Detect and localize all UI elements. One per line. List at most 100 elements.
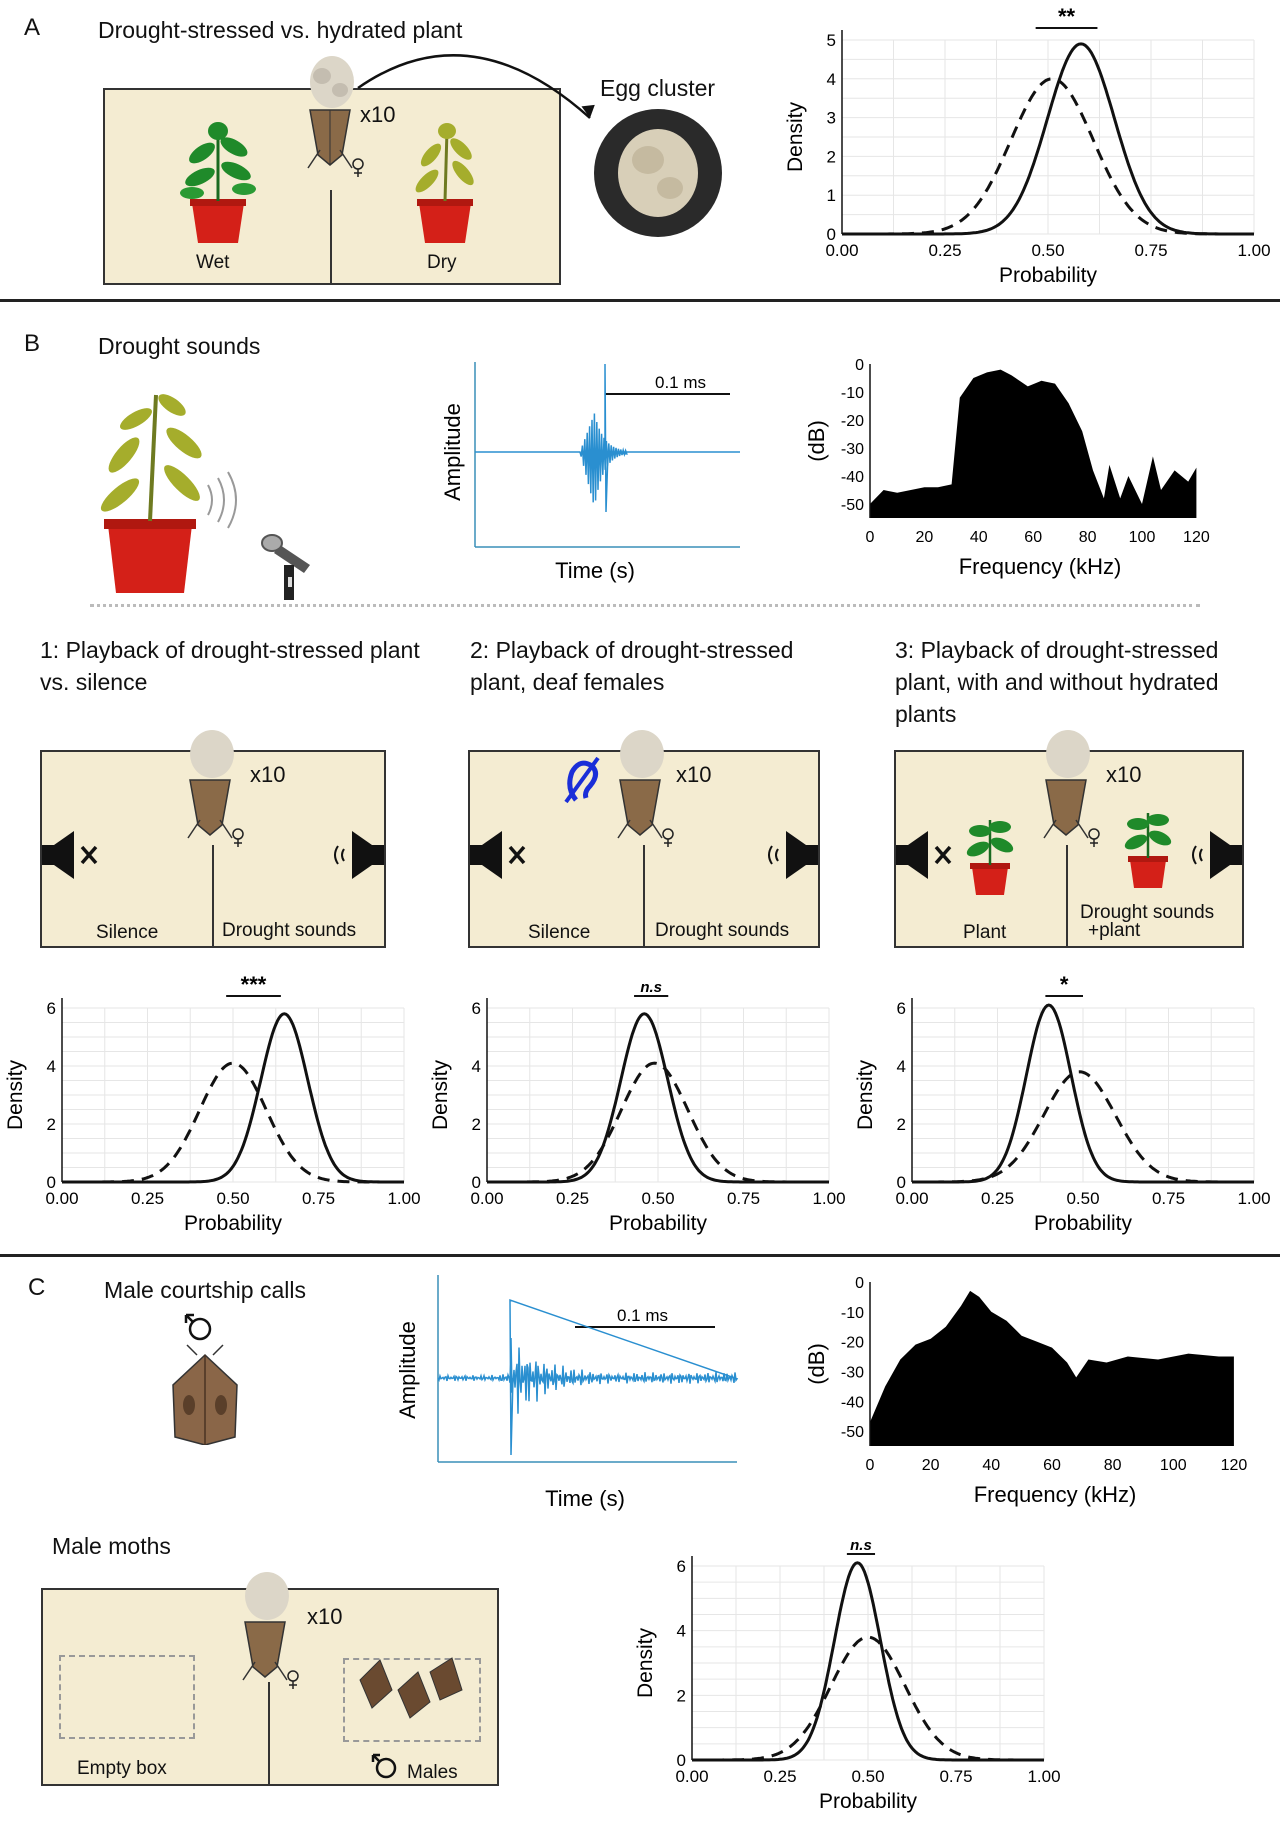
exp3-multiplier: x10 xyxy=(1106,762,1142,787)
y-tick-label: 0 xyxy=(897,1173,906,1192)
y-tick-label: -10 xyxy=(841,1305,864,1322)
x-tick-label: 100 xyxy=(1160,1457,1187,1474)
panel-b-title: Drought sounds xyxy=(98,333,261,359)
y-tick-label: 6 xyxy=(472,999,481,1018)
significance-label: *** xyxy=(241,972,267,997)
x-tick-label: 0.00 xyxy=(45,1189,78,1208)
x-tick-label: 0.50 xyxy=(216,1189,249,1208)
y-tick-label: 4 xyxy=(47,1057,56,1076)
panel-c-title: Male courtship calls xyxy=(104,1277,306,1303)
x-axis-label: Frequency (kHz) xyxy=(959,554,1122,579)
y-tick-label: -40 xyxy=(841,469,864,486)
female-moth-icon xyxy=(1043,730,1100,847)
x-tick-label: 0.00 xyxy=(825,241,858,260)
waveform-b: 0.1 ms Amplitude Time (s) xyxy=(440,362,740,583)
exp1-multiplier: x10 xyxy=(250,762,286,787)
dotted-separator xyxy=(90,604,1200,607)
x-tick-label: 60 xyxy=(1024,529,1042,546)
active-speaker-icon xyxy=(768,831,818,879)
sound-waves-icon xyxy=(207,471,237,529)
x-tick-label: 120 xyxy=(1221,1457,1248,1474)
x-tick-label: 1.00 xyxy=(1237,241,1270,260)
y-tick-label: 2 xyxy=(47,1115,56,1134)
x-axis-label: Probability xyxy=(1034,1212,1133,1235)
female-moth-icon xyxy=(307,56,364,177)
density-chart-c: 0.00 0.25 0.50 0.75 1.00 0 2 4 6 Probability Densi… xyxy=(634,1537,1060,1813)
hydrated-plant-icon xyxy=(1124,813,1172,888)
density-chart-b3: 0.00 0.25 0.50 0.75 1.00 0 2 4 6 Probability Densi… xyxy=(854,972,1270,1235)
x-tick-label: 0.75 xyxy=(727,1189,760,1208)
x-tick-label: 0.25 xyxy=(981,1189,1014,1208)
x-tick-label: 0.75 xyxy=(1134,241,1167,260)
y-tick-label: 4 xyxy=(472,1057,481,1076)
arena-b-illustrations xyxy=(42,730,1242,895)
y-axis-label: (dB) xyxy=(804,1343,829,1385)
y-axis-label: Density xyxy=(634,1627,657,1698)
x-tick-label: 0 xyxy=(866,529,875,546)
y-tick-label: -50 xyxy=(841,1424,864,1441)
x-tick-label: 1.00 xyxy=(1237,1189,1270,1208)
empty-box-label: Empty box xyxy=(77,1758,167,1779)
x-tick-label: 40 xyxy=(970,529,988,546)
y-tick-label: 6 xyxy=(897,999,906,1018)
dashed-density-curve xyxy=(842,77,1254,236)
muted-speaker-icon xyxy=(896,831,952,879)
y-tick-label: -30 xyxy=(841,1364,864,1381)
exp1-left-label: Silence xyxy=(96,922,159,943)
y-tick-label: 2 xyxy=(677,1686,686,1705)
y-tick-label: 0 xyxy=(47,1173,56,1192)
active-speaker-icon xyxy=(1192,831,1242,879)
y-tick-label: 6 xyxy=(677,1557,686,1576)
x-tick-label: 0.75 xyxy=(1152,1189,1185,1208)
egg-cluster-icon xyxy=(594,109,722,237)
significance-label: n.s xyxy=(640,979,662,996)
x-tick-label: 0.25 xyxy=(928,241,961,260)
y-tick-label: 0 xyxy=(827,225,836,244)
y-tick-label: 3 xyxy=(827,109,836,128)
x-tick-label: 0.00 xyxy=(470,1189,503,1208)
arena-c-divider xyxy=(268,1682,270,1786)
active-speaker-icon xyxy=(334,831,384,879)
x-tick-label: 20 xyxy=(916,529,934,546)
panel-b-letter: B xyxy=(24,330,41,357)
x-tick-label: 0.25 xyxy=(763,1767,796,1786)
y-tick-label: -20 xyxy=(841,413,864,430)
solid-density-curve xyxy=(692,1561,1044,1762)
waveform-b-trace xyxy=(475,363,740,513)
y-tick-label: 0 xyxy=(855,1275,864,1292)
y-axis-label: Density xyxy=(854,1059,877,1130)
significance-label: ** xyxy=(1058,4,1076,29)
muted-speaker-icon xyxy=(42,831,98,879)
significance-label: n.s xyxy=(850,1537,872,1554)
exp3-title: 3: Playback of drought-stressed plant, w… xyxy=(895,637,1219,727)
x-tick-label: 60 xyxy=(1043,1457,1061,1474)
arena-exp3-divider xyxy=(1066,845,1068,948)
y-axis-label: Density xyxy=(429,1059,452,1130)
exp3-left-label: Plant xyxy=(963,922,1007,943)
panel-a-title: Drought-stressed vs. hydrated plant xyxy=(98,17,463,43)
exp3-right-label-1: Drought sounds xyxy=(1080,902,1215,923)
solid-density-curve xyxy=(62,1012,404,1184)
wave-b-scale-label: 0.1 ms xyxy=(655,373,706,392)
y-tick-label: -10 xyxy=(841,385,864,402)
y-tick-label: 0 xyxy=(677,1751,686,1770)
y-tick-label: 0 xyxy=(855,357,864,374)
spectrum-c: 0-10-20-30-40-500 20 40 60 80 100 120Frequency… xyxy=(804,1275,1248,1507)
wave-c-ylabel: Amplitude xyxy=(395,1321,420,1419)
x-tick-label: 0.75 xyxy=(302,1189,335,1208)
arena-a-divider xyxy=(330,190,332,285)
wave-b-xlabel: Time (s) xyxy=(555,558,635,583)
y-tick-label: 2 xyxy=(472,1115,481,1134)
dashed-density-curve xyxy=(62,1061,404,1184)
exp2-title: 2: Playback of drought-stressed plant, d… xyxy=(470,637,794,695)
hydrated-plant-icon xyxy=(180,122,256,243)
dashed-density-curve xyxy=(487,1061,829,1184)
y-tick-label: -20 xyxy=(841,1335,864,1352)
panel-a-letter: A xyxy=(24,14,41,41)
x-tick-label: 1.00 xyxy=(1027,1767,1060,1786)
divider-b-c xyxy=(0,1254,1280,1257)
spectrum-area xyxy=(870,1290,1234,1446)
male-moth-icon xyxy=(172,1344,238,1445)
label-wet: Wet xyxy=(196,252,230,273)
y-tick-label: 6 xyxy=(47,999,56,1018)
